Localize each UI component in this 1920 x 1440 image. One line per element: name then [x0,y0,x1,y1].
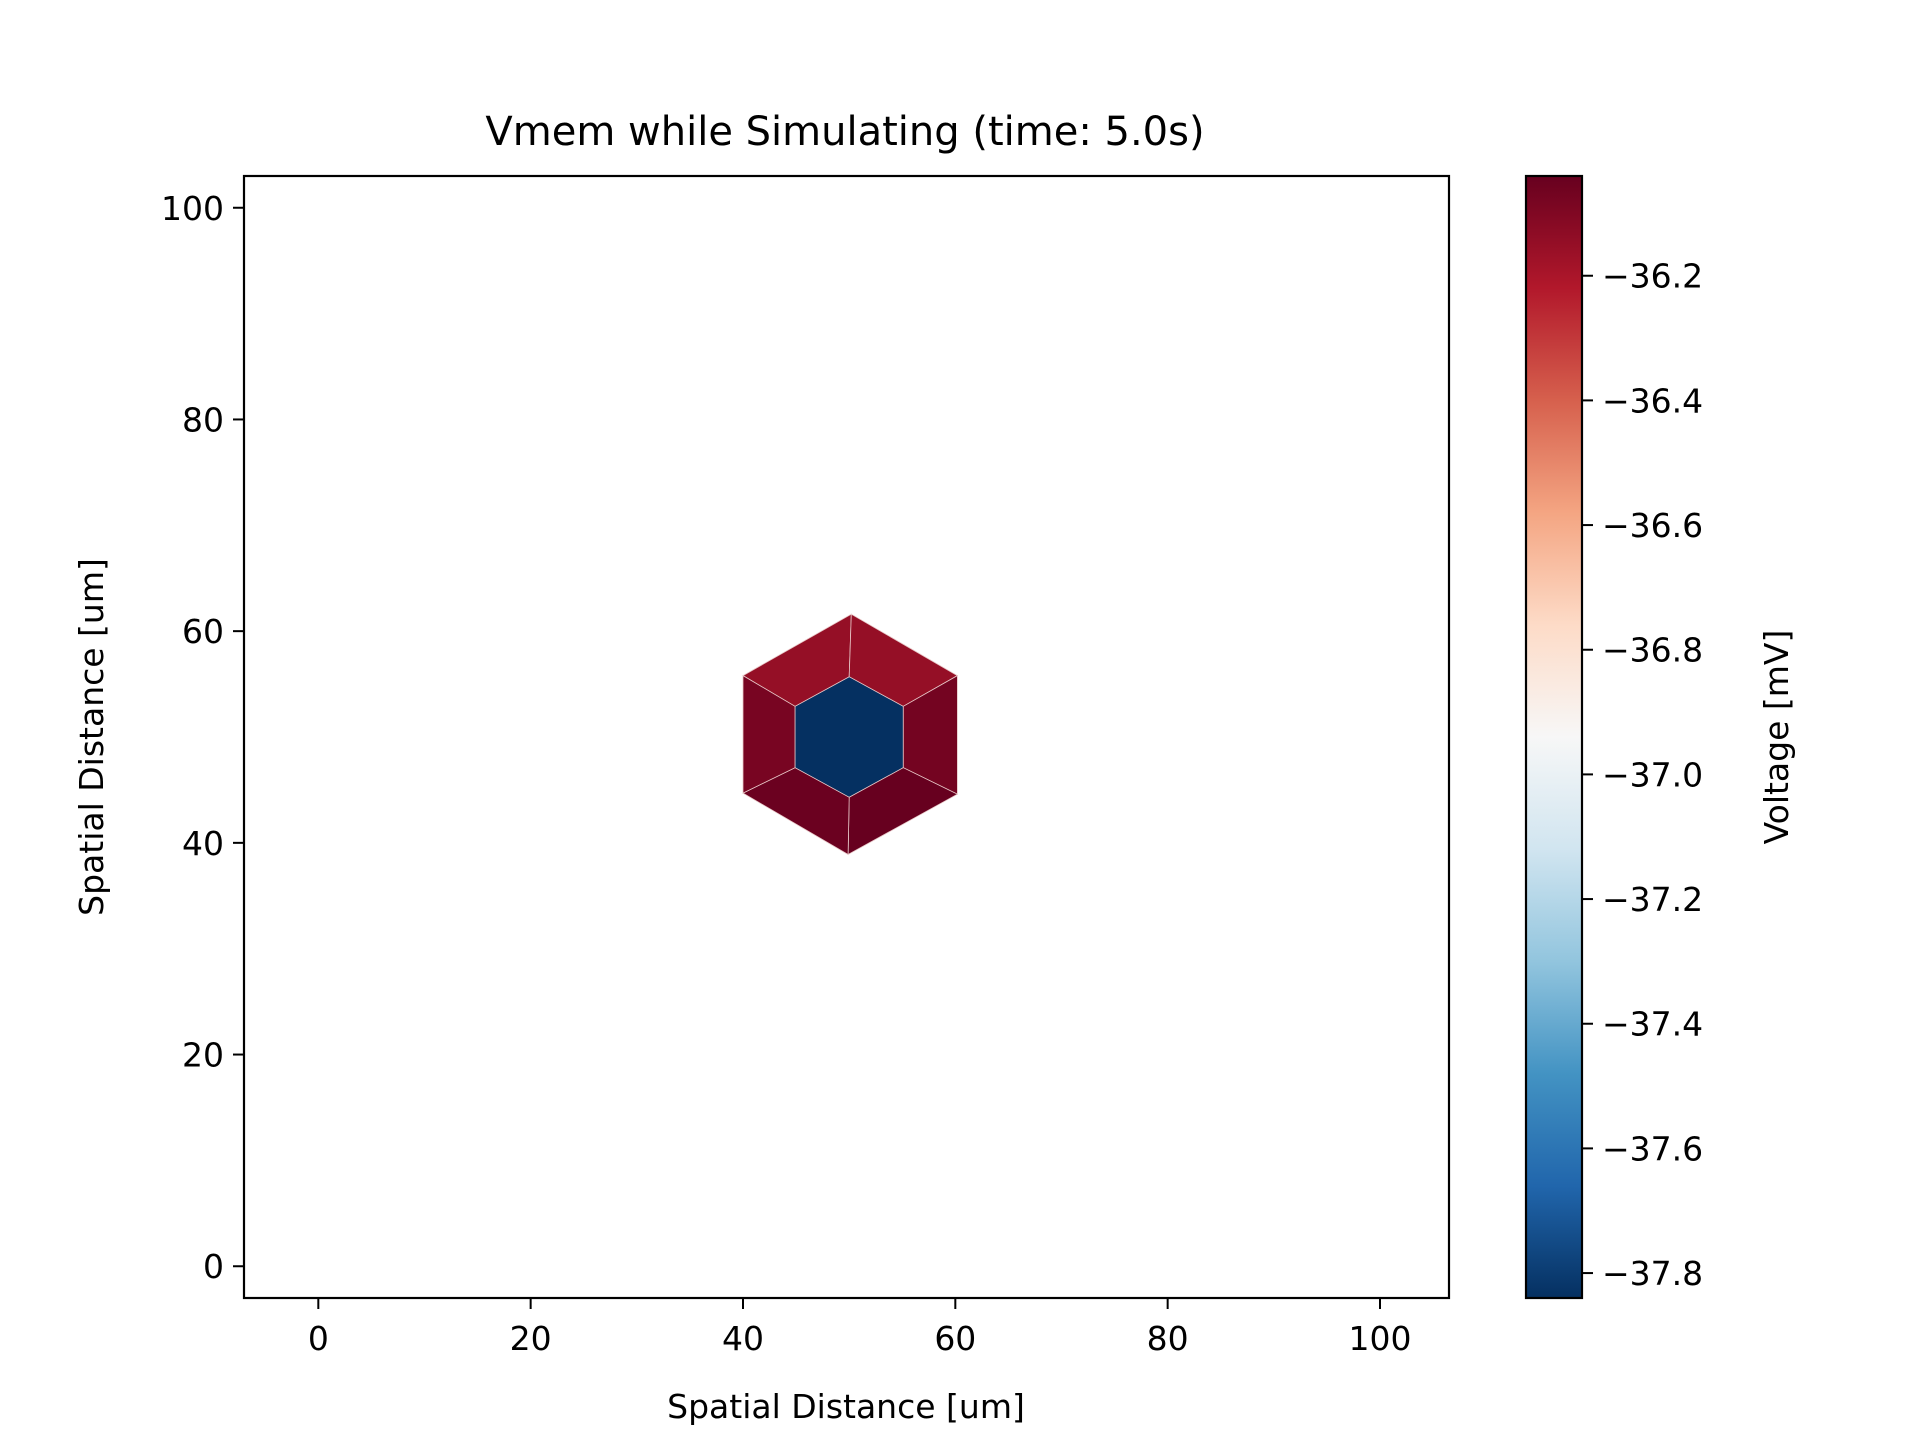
colorbar-tick-label: −37.4 [1602,1005,1703,1044]
colorbar-tick-label: −36.2 [1602,257,1703,296]
colorbar: −36.2 −36.4 −36.6 −36.8 −37.0 −37.2 −37.4 −37.6… [1524,174,1796,1300]
x-tick-label: 0 [308,1319,329,1358]
y-tick-label: 60 [182,612,224,651]
colorbar-ticks: −36.2 −36.4 −36.6 −36.8 −37.0 −37.2 −37.4 −37.6… [1582,257,1703,1293]
colorbar-frame [1524,174,1584,1300]
axes-frame [242,174,1451,1300]
colorbar-label: Voltage [mV] [1757,630,1796,845]
y-tick-label: 80 [182,400,224,439]
x-tick-label: 20 [510,1319,552,1358]
x-axis-ticks: 0 20 40 60 80 100 [308,1298,1411,1358]
colorbar-gradient [1526,176,1582,1298]
colorbar-tick-label: −36.6 [1602,506,1703,545]
plot-area [242,174,1451,1300]
x-axis-label: Spatial Distance [um] [667,1387,1025,1426]
colorbar-tick-label: −37.2 [1602,880,1703,919]
y-tick-label: 40 [182,824,224,863]
colorbar-tick-label: −37.0 [1602,755,1703,794]
y-tick-label: 20 [182,1036,224,1075]
colorbar-tick-label: −36.8 [1602,631,1703,670]
colorbar-tick-label: −36.4 [1602,381,1703,420]
chart-title: Vmem while Simulating (time: 5.0s) [485,109,1204,155]
y-axis-ticks: 0 20 40 60 80 100 [161,189,244,1286]
y-tick-label: 0 [203,1247,224,1286]
colorbar-tick-label: −37.8 [1602,1254,1703,1293]
x-tick-label: 60 [934,1319,976,1358]
x-tick-label: 40 [722,1319,764,1358]
colorbar-tick-label: −37.6 [1602,1129,1703,1168]
y-tick-label: 100 [161,189,224,228]
cells-layer [742,613,959,856]
cell-left [742,674,796,794]
x-tick-label: 80 [1147,1319,1189,1358]
x-tick-label: 100 [1348,1319,1411,1358]
y-axis-label: Spatial Distance [um] [72,558,111,916]
